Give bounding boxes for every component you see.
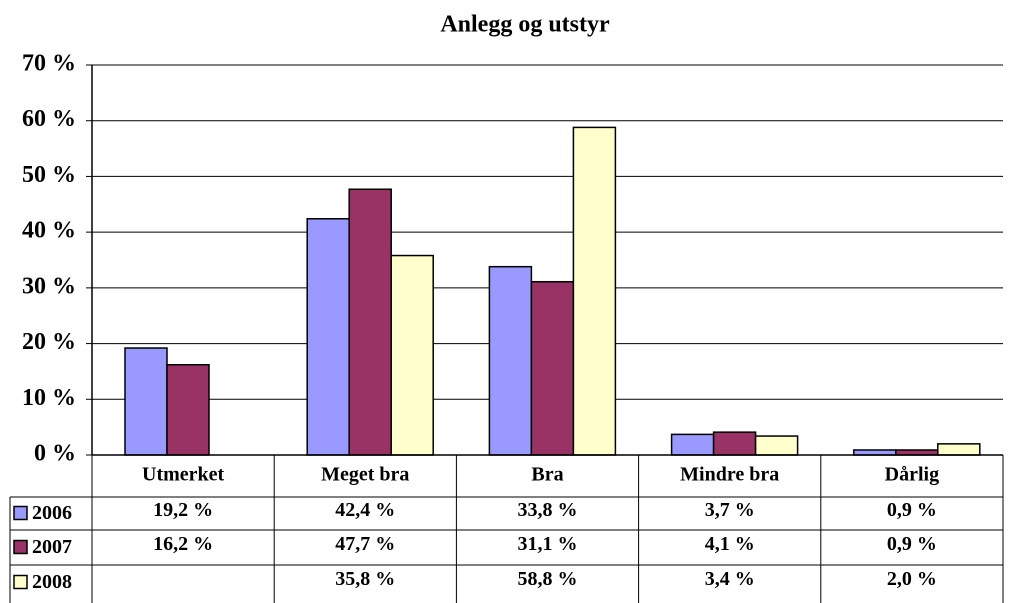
bar <box>937 443 981 456</box>
table-value: 16,2 % <box>153 533 213 555</box>
legend-swatch <box>13 574 28 590</box>
bar <box>572 126 617 456</box>
category-label: Utmerket <box>142 464 225 486</box>
table-value: 31,1 % <box>518 533 578 555</box>
bar <box>895 449 939 456</box>
table-value: 33,8 % <box>518 499 578 521</box>
y-tick-label: 0 % <box>34 441 76 467</box>
legend-swatch <box>13 505 28 521</box>
y-tick-label: 20 % <box>22 329 76 355</box>
y-tick-label: 10 % <box>22 385 76 411</box>
table-value: 2,0 % <box>887 568 937 590</box>
legend-label: 2008 <box>32 571 72 593</box>
y-tick-label: 30 % <box>22 273 76 299</box>
table-value: 35,8 % <box>335 568 395 590</box>
category-label: Meget bra <box>321 464 409 486</box>
table-value: 58,8 % <box>518 568 578 590</box>
bar <box>670 433 715 456</box>
bar <box>530 280 575 456</box>
table-value: 47,7 % <box>335 533 395 555</box>
legend-label: 2007 <box>32 536 72 558</box>
bar <box>348 188 392 456</box>
table-value: 3,7 % <box>705 499 755 521</box>
table-value: 0,9 % <box>887 533 937 555</box>
table-value: 4,1 % <box>705 533 755 555</box>
category-label: Bra <box>531 464 563 486</box>
bar <box>712 431 757 456</box>
table-value: 19,2 % <box>153 499 213 521</box>
bar <box>166 363 210 456</box>
bar <box>488 265 533 456</box>
chart-title: Anlegg og utstyr <box>440 12 610 38</box>
table-value: 3,4 % <box>705 568 755 590</box>
bar <box>754 435 799 456</box>
y-tick-label: 40 % <box>22 218 76 244</box>
category-label: Dårlig <box>885 464 939 486</box>
y-tick-label: 70 % <box>22 51 76 77</box>
bar <box>124 347 168 456</box>
bar <box>390 254 434 456</box>
bar <box>853 449 897 456</box>
y-tick-label: 60 % <box>22 106 76 132</box>
legend-label: 2006 <box>32 502 72 524</box>
table-value: 0,9 % <box>887 499 937 521</box>
legend-swatch <box>13 539 28 555</box>
table-value: 42,4 % <box>335 499 395 521</box>
bar <box>306 218 350 456</box>
category-label: Mindre bra <box>680 464 779 486</box>
y-tick-label: 50 % <box>22 162 76 188</box>
